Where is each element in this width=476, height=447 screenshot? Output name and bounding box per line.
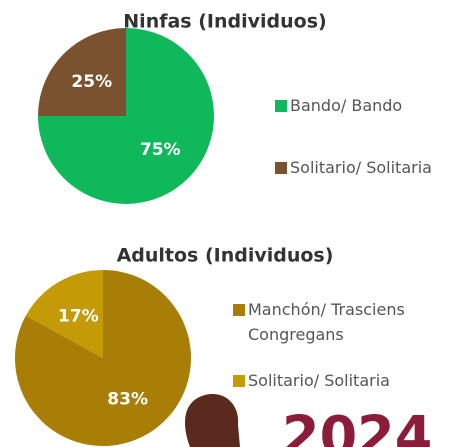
data-label: 17%	[58, 306, 99, 326]
chart-title: Adultos (Individuos)	[117, 245, 334, 267]
chart-title: Ninfas (Individuos)	[123, 11, 326, 33]
logo-figure	[185, 394, 240, 447]
data-label: 75%	[140, 140, 181, 160]
data-label: 25%	[71, 72, 112, 92]
legend-swatch	[275, 100, 287, 112]
legend-label: Bando/ Bando	[290, 93, 476, 118]
logo-text: 2024	[282, 405, 432, 447]
legend-label: Solitario/ Solitaria	[248, 368, 476, 393]
data-label: 83%	[107, 390, 148, 410]
legend-label: Manchón/ Trasciens Congregans	[248, 297, 476, 347]
legend-swatch	[275, 162, 287, 174]
legend-swatch	[233, 304, 245, 316]
page: 2024 Ninfas (Individuos) 75% 25% Adultos (I…	[0, 0, 476, 447]
legend-label: Solitario/ Solitaria	[290, 155, 476, 180]
legend-swatch	[233, 375, 245, 387]
